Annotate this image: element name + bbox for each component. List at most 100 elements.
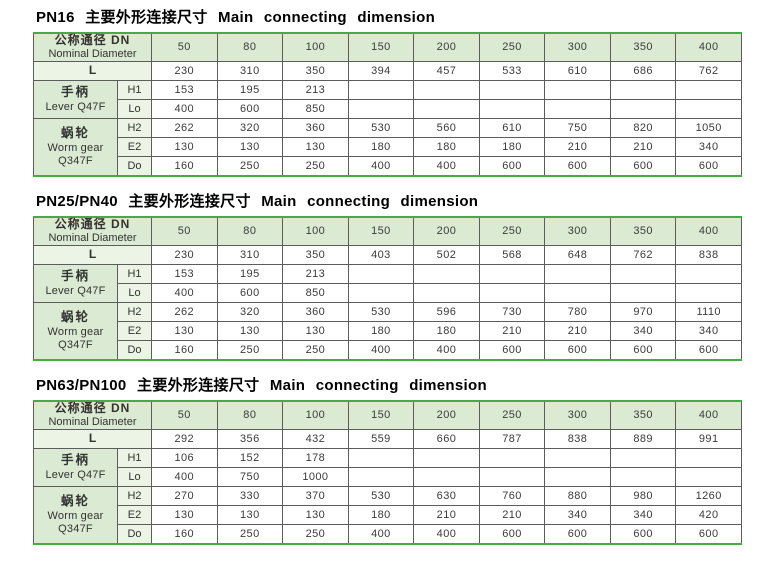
dn-size-cell: 150 bbox=[347, 216, 415, 246]
dim-value-cell: 330 bbox=[216, 486, 284, 506]
dim-value-cell: 195 bbox=[216, 80, 284, 100]
dim-value-cell: 610 bbox=[544, 61, 611, 81]
row-key-cell: Lo bbox=[117, 99, 152, 119]
dim-value-cell: 600 bbox=[675, 156, 742, 177]
dim-value-cell bbox=[413, 448, 480, 468]
dim-value-cell: 160 bbox=[151, 524, 218, 545]
section-pn16: PN16 主要外形连接尺寸 Main connecting dimension … bbox=[33, 6, 778, 177]
dn-label-en: Nominal Diameter bbox=[48, 416, 137, 429]
dim-value-cell: 400 bbox=[413, 156, 480, 177]
dim-value-cell: 750 bbox=[216, 467, 284, 487]
row-key-cell: E2 bbox=[117, 505, 152, 525]
dim-value-cell: 360 bbox=[282, 302, 349, 322]
dim-value-cell: 250 bbox=[216, 340, 284, 361]
dim-value-cell bbox=[609, 80, 677, 100]
dimension-table-pn16: 公称通径 DN Nominal Diameter 50 80 100 150 200 250 3… bbox=[33, 32, 742, 177]
h1-row: 手柄 Lever Q47F H1 153 195 213 bbox=[33, 80, 742, 119]
row-key-cell: Do bbox=[117, 524, 152, 545]
dn-label-cn: 公称通径 DN bbox=[54, 33, 131, 48]
dn-size-cell: 350 bbox=[609, 32, 677, 62]
dn-label-cell: 公称通径 DN Nominal Diameter bbox=[33, 400, 152, 430]
l-label-cell: L bbox=[33, 61, 152, 81]
dim-value-cell bbox=[675, 264, 742, 284]
dim-value-cell: 400 bbox=[151, 99, 218, 119]
dim-value-cell: 210 bbox=[478, 505, 546, 525]
dim-value-cell: 600 bbox=[478, 156, 546, 177]
dn-size-cell: 250 bbox=[478, 400, 546, 430]
dim-value-cell: 130 bbox=[282, 137, 349, 157]
dn-size-cell: 50 bbox=[151, 216, 218, 246]
dim-value-cell: 153 bbox=[151, 264, 218, 284]
dim-value-cell: 420 bbox=[675, 505, 742, 525]
l-label-cell: L bbox=[33, 429, 152, 449]
dim-value-cell: 340 bbox=[609, 505, 677, 525]
do-row: Do 160 250 250 400 400 600 600 600 600 bbox=[34, 524, 742, 545]
dim-value-cell bbox=[478, 467, 546, 487]
dim-value-cell: 180 bbox=[347, 505, 415, 525]
dim-value-cell: 600 bbox=[216, 283, 284, 303]
dim-value-cell: 130 bbox=[151, 321, 218, 341]
l-row: L 230 310 350 403 502 568 648 762 838 bbox=[33, 245, 742, 265]
dim-value-cell: 310 bbox=[216, 61, 284, 81]
dim-value-cell bbox=[347, 80, 415, 100]
dim-value-cell bbox=[544, 99, 611, 119]
dim-value-cell: 340 bbox=[675, 137, 742, 157]
dim-value-cell: 600 bbox=[544, 340, 611, 361]
lo-row: Lo 400 600 850 bbox=[34, 99, 742, 119]
dim-value-cell: 320 bbox=[216, 118, 284, 138]
dim-value-cell: 760 bbox=[478, 486, 546, 506]
dim-value-cell: 394 bbox=[347, 61, 415, 81]
row-key-cell: H1 bbox=[117, 80, 152, 100]
lever-group-cell: 手柄 Lever Q47F bbox=[33, 448, 118, 487]
dn-label-cn: 公称通径 DN bbox=[54, 217, 131, 232]
dim-value-cell: 230 bbox=[151, 245, 218, 265]
e2-row: E2 130 130 130 180 180 210 210 340 340 bbox=[34, 321, 742, 341]
dim-value-cell: 360 bbox=[282, 118, 349, 138]
dim-value-cell bbox=[675, 467, 742, 487]
dim-value-cell: 230 bbox=[151, 61, 218, 81]
l-row: L 230 310 350 394 457 533 610 686 762 bbox=[33, 61, 742, 81]
dim-value-cell bbox=[609, 467, 677, 487]
dim-value-cell bbox=[544, 448, 611, 468]
dim-value-cell: 533 bbox=[478, 61, 546, 81]
dim-value-cell bbox=[413, 264, 480, 284]
dim-value-cell: 400 bbox=[347, 156, 415, 177]
dim-value-cell: 370 bbox=[282, 486, 349, 506]
dn-size-cell: 100 bbox=[282, 32, 349, 62]
dn-header-row: 公称通径 DN Nominal Diameter 50 80 100 150 200 250 3… bbox=[33, 216, 742, 246]
dn-size-cell: 400 bbox=[675, 400, 742, 430]
dim-value-cell: 180 bbox=[413, 137, 480, 157]
dim-value-cell: 400 bbox=[347, 524, 415, 545]
dim-value-cell: 130 bbox=[151, 137, 218, 157]
dim-value-cell: 530 bbox=[347, 302, 415, 322]
section-title: PN25/PN40 主要外形连接尺寸 Main connecting dimen… bbox=[36, 193, 479, 210]
dim-value-cell bbox=[544, 264, 611, 284]
dim-value-cell: 292 bbox=[151, 429, 218, 449]
e2-row: E2 130 130 130 180 210 210 340 340 420 bbox=[34, 505, 742, 525]
worm-group-cell: 蜗轮 Worm gear Q347F bbox=[33, 118, 118, 177]
row-key-cell: Do bbox=[117, 340, 152, 361]
dim-value-cell: 320 bbox=[216, 302, 284, 322]
dim-value-cell bbox=[413, 99, 480, 119]
lever-label-cn: 手柄 bbox=[60, 269, 90, 284]
worm-label-en: Worm gear bbox=[47, 325, 104, 338]
h2-row: 蜗轮 Worm gear Q347F H2 262 320 360 530 596 730 780 9… bbox=[33, 302, 742, 361]
dim-value-cell bbox=[675, 448, 742, 468]
dim-value-cell: 195 bbox=[216, 264, 284, 284]
dim-value-cell: 600 bbox=[216, 99, 284, 119]
dim-value-cell bbox=[544, 80, 611, 100]
dim-value-cell: 600 bbox=[609, 524, 677, 545]
dim-value-cell: 340 bbox=[609, 321, 677, 341]
dn-size-cell: 80 bbox=[216, 32, 284, 62]
dim-value-cell: 130 bbox=[216, 137, 284, 157]
dim-value-cell bbox=[609, 99, 677, 119]
dimension-table-pn63-pn100: 公称通径 DN Nominal Diameter 50 80 100 150 200 250 3… bbox=[33, 400, 742, 545]
dim-value-cell: 630 bbox=[413, 486, 480, 506]
worm-label-cn: 蜗轮 bbox=[60, 494, 90, 509]
table-body: 公称通径 DN Nominal Diameter 50 80 100 150 200 250 3… bbox=[33, 32, 742, 177]
dim-value-cell: 560 bbox=[413, 118, 480, 138]
h2-row: 蜗轮 Worm gear Q347F H2 270 330 370 530 630 760 880 9… bbox=[33, 486, 742, 545]
l-row: L 292 356 432 559 660 787 838 889 991 bbox=[33, 429, 742, 449]
dn-size-cell: 250 bbox=[478, 32, 546, 62]
dim-value-cell: 600 bbox=[675, 340, 742, 361]
